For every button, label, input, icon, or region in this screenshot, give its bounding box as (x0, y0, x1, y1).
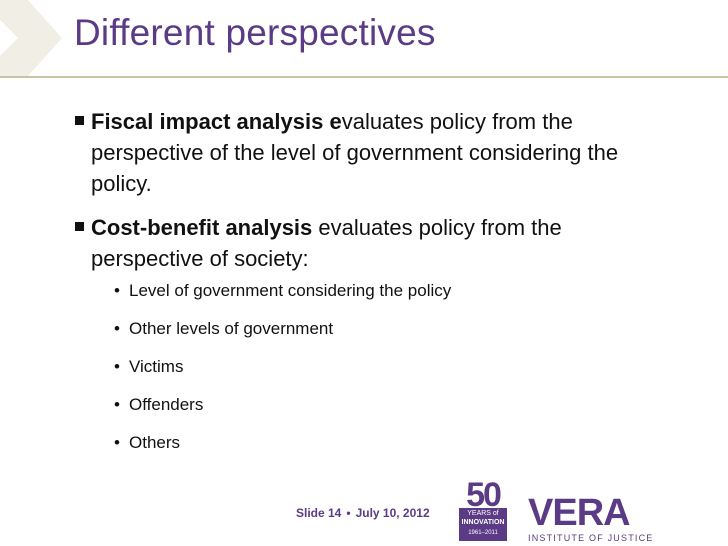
anniversary-badge: 50 YEARS of INNOVATION 1961–2011 (457, 476, 509, 542)
sub-bullet-text: Other levels of government (129, 319, 334, 338)
slide-number: Slide 14 (296, 506, 342, 520)
sub-bullet-item: • Level of government considering the po… (114, 281, 451, 301)
sub-bullet-item: • Offenders (114, 395, 451, 415)
sub-bullet-text: Victims (129, 357, 184, 376)
dot-bullet-icon: • (114, 433, 120, 452)
dot-bullet-icon: • (114, 395, 120, 414)
chevron-decoration-icon (0, 0, 62, 76)
sub-bullet-text: Level of government considering the poli… (129, 281, 452, 300)
badge-years: YEARS of (467, 510, 499, 517)
badge-innovation: INNOVATION (461, 519, 505, 526)
badge-dates: 1961–2011 (468, 530, 498, 536)
vera-logo: VERA INSTITUTE OF JUSTICE (528, 492, 668, 544)
main-bullet-list: Fiscal impact analysis evaluates policy … (72, 106, 672, 287)
dot-bullet-icon: • (114, 357, 120, 376)
main-bullet-cost-benefit: Cost-benefit analysis evaluates policy f… (72, 212, 672, 274)
bullet-text: evaluates policy from the perspective of… (91, 215, 562, 271)
sub-bullet-text: Others (129, 433, 181, 452)
vera-logo-subtitle: INSTITUTE OF JUSTICE (528, 533, 654, 543)
sub-bullet-text: Offenders (129, 395, 204, 414)
square-bullet-icon (75, 222, 84, 231)
sub-bullet-item: • Victims (114, 357, 451, 377)
bullet-text: valuates policy from the perspective of … (91, 109, 619, 196)
square-bullet-icon (75, 116, 84, 125)
main-bullet-fiscal: Fiscal impact analysis evaluates policy … (72, 106, 672, 199)
dot-bullet-icon: • (114, 319, 120, 338)
slide-title: Different perspectives (74, 12, 436, 53)
vera-logo-word: VERA (528, 492, 631, 534)
sub-bullet-item: • Others (114, 433, 451, 453)
title-divider (0, 76, 728, 78)
sub-bullet-list: • Level of government considering the po… (114, 281, 451, 471)
slide-date: July 10, 2012 (355, 506, 430, 520)
footer-separator: • (346, 506, 351, 520)
sub-bullet-item: • Other levels of government (114, 319, 451, 339)
dot-bullet-icon: • (114, 281, 120, 300)
badge-number: 50 (466, 476, 502, 514)
badge-box: YEARS of INNOVATION 1961–2011 (459, 508, 507, 541)
bullet-bold-term: Cost-benefit analysis (91, 215, 313, 240)
bullet-bold-term: Fiscal impact analysis e (91, 109, 342, 134)
footer-slide-info: Slide 14 • July 10, 2012 (296, 506, 430, 520)
